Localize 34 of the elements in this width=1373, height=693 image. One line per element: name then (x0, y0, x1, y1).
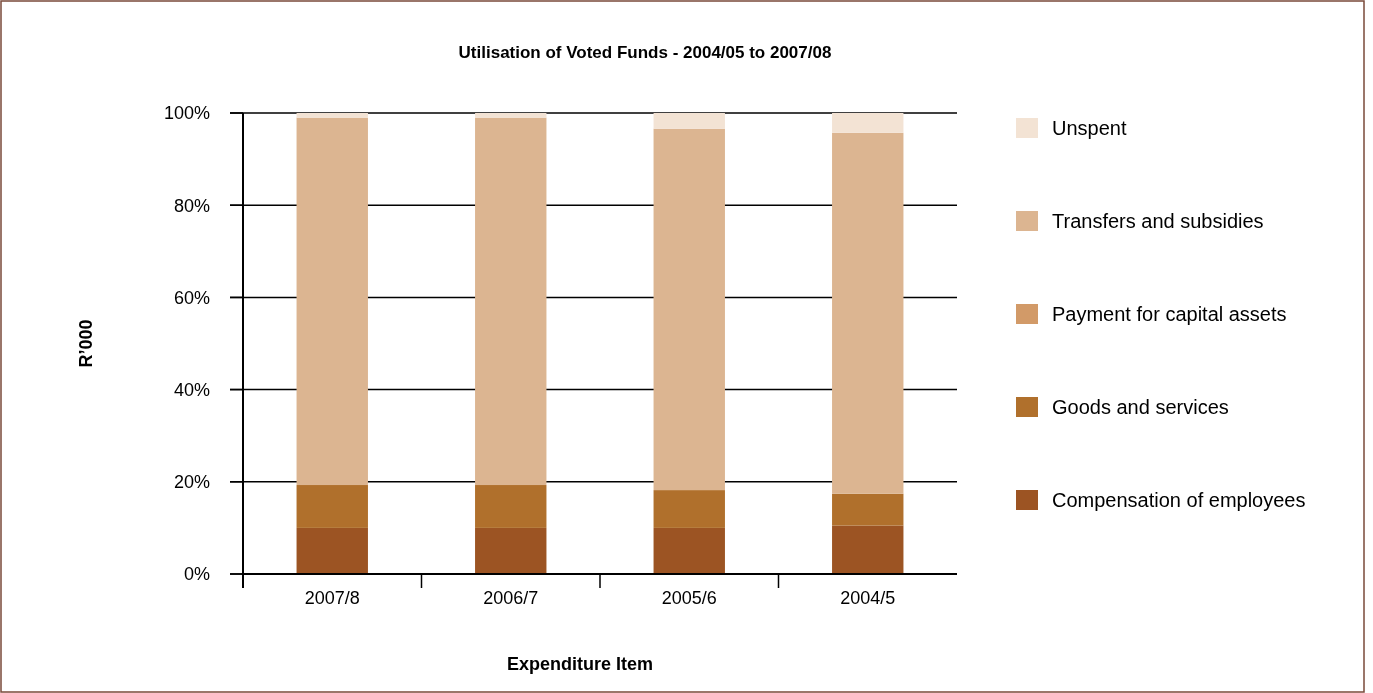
bar (296, 113, 368, 118)
y-axis-title: R’000 (76, 319, 96, 368)
x-tick-label: 2004/5 (840, 588, 896, 608)
y-tick-label: 0% (183, 564, 210, 585)
x-tick-label: 2007/8 (304, 588, 360, 608)
x-axis-title: Expenditure Item (506, 654, 654, 674)
bar (475, 113, 547, 118)
legend-label: Goods and services (1052, 396, 1229, 418)
bar (475, 117, 547, 486)
y-tick-label: 100% (163, 103, 210, 124)
legend-label: Compensation of employees (1052, 489, 1306, 511)
bar (653, 113, 725, 129)
bar (653, 128, 725, 491)
y-tick-label: 20% (173, 472, 210, 493)
legend-label: Unspent (1052, 117, 1127, 139)
x-tick-label: 2005/6 (661, 588, 717, 608)
y-tick-label: 80% (173, 195, 210, 216)
bar (296, 485, 368, 528)
legend-label: Payment for capital assets (1052, 303, 1287, 325)
legend-label: Transfers and subsidies (1052, 210, 1264, 232)
chart-title: Utilisation of Voted Funds - 2004/05 to 2007/08 (458, 43, 832, 62)
bar (475, 527, 547, 574)
bar (832, 113, 904, 133)
bar (475, 485, 547, 528)
bar (296, 117, 368, 486)
bar (296, 527, 368, 574)
x-tick-label: 2006/7 (483, 588, 539, 608)
bar (653, 490, 725, 528)
bar (832, 493, 904, 526)
bar (832, 132, 904, 494)
y-tick-label: 60% (173, 287, 210, 308)
bar (653, 527, 725, 574)
y-tick-label: 40% (173, 379, 210, 400)
bar (832, 525, 904, 574)
